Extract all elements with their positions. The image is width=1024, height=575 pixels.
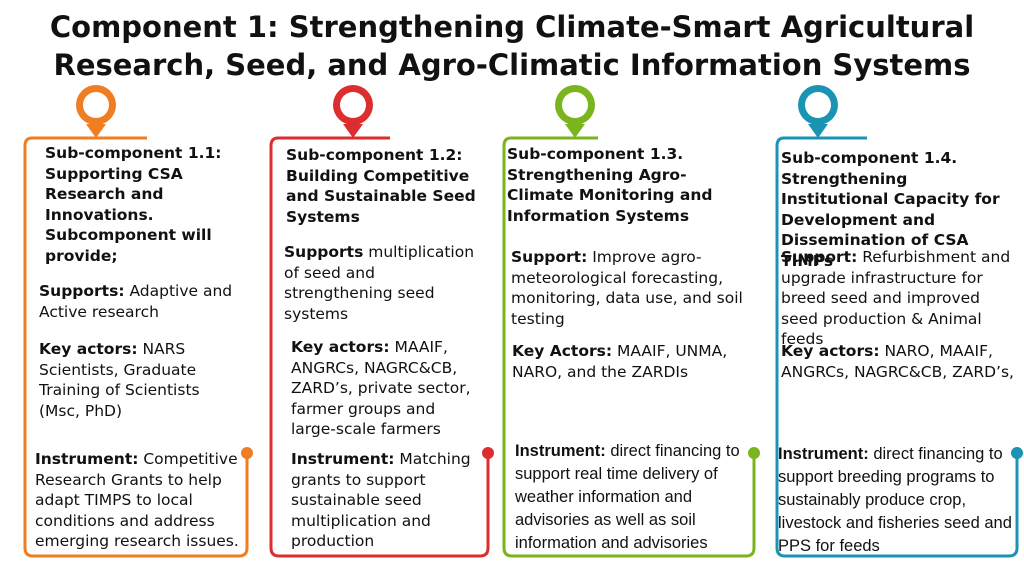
column-1-instrument: Instrument: Competitive Research Grants … xyxy=(35,449,242,552)
column-4-support-text: Refurbishment and upgrade infrastructure… xyxy=(781,248,1011,348)
column-2-actors-label: Key actors: xyxy=(291,338,390,356)
column-3-instrument-label: Instrument: xyxy=(515,442,606,460)
column-2-actors: Key actors: MAAIF, ANGRCs, NAGRC&CB, ZAR… xyxy=(291,337,477,440)
column-2-instrument-label: Instrument: xyxy=(291,450,395,468)
column-4-instrument-label: Instrument: xyxy=(778,445,869,463)
column-2-instrument-text: Matching grants to support sustainable s… xyxy=(291,450,471,550)
column-2-border xyxy=(269,136,490,558)
column-3-actors-text: MAAIF, UNMA, NARO, and the ZARDIs xyxy=(512,342,728,381)
column-2-support: Supports multiplication of seed and stre… xyxy=(284,242,482,324)
column-4-support-label: Support: xyxy=(781,248,858,266)
column-4-heading: Sub-component 1.4. Strengthening Institu… xyxy=(781,149,1000,270)
column-2-support-text: multiplication of seed and strengthening… xyxy=(284,243,475,323)
title-line-2: Research, Seed, and Agro-Climatic Inform… xyxy=(53,48,971,82)
column-1-support: Supports: Adaptive and Active research xyxy=(39,281,239,322)
column-1-actors: Key actors: NARS Scientists, Graduate Tr… xyxy=(39,339,239,421)
column-2-instrument: Instrument: Matching grants to support s… xyxy=(291,449,481,552)
column-3-pin-icon xyxy=(555,85,595,138)
column-3-actors: Key Actors: MAAIF, UNMA, NARO, and the Z… xyxy=(512,341,744,382)
column-3-actors-label: Key Actors: xyxy=(512,342,613,360)
column-1-instrument-text: Competitive Research Grants to help adap… xyxy=(35,450,239,550)
page-title: Component 1: Strengthening Climate-Smart… xyxy=(0,8,1024,84)
column-1-heading: Sub-component 1.1: Supporting CSA Resear… xyxy=(45,144,222,265)
column-2-support-label: Supports xyxy=(284,243,364,261)
column-2-heading: Sub-component 1.2: Building Competitive … xyxy=(286,146,476,226)
column-3-end-dot xyxy=(748,447,760,459)
column-4-actors: Key actors: NARO, MAAIF, ANGRCs, NAGRC&C… xyxy=(781,341,1017,382)
column-1-support-label: Supports: xyxy=(39,282,125,300)
column-4-end-dot xyxy=(1011,447,1023,459)
column-4-actors-text: NARO, MAAIF, ANGRCs, NAGRC&CB, ZARD’s, xyxy=(781,342,1014,381)
column-3-border xyxy=(502,136,756,558)
column-3-frame xyxy=(502,85,760,558)
column-1-end-dot xyxy=(241,447,253,459)
column-1-pin-icon xyxy=(76,85,116,138)
column-4-actors-label: Key actors: xyxy=(781,342,880,360)
column-2-end-dot xyxy=(482,447,494,459)
column-4-instrument: Instrument: direct financing to support … xyxy=(778,443,1014,558)
column-4-support: Support: Refurbishment and upgrade infra… xyxy=(781,247,1017,350)
title-line-1: Component 1: Strengthening Climate-Smart… xyxy=(49,10,975,44)
column-1-support-text: Adaptive and Active research xyxy=(39,282,233,321)
column-2-actors-text: MAAIF, ANGRCs, NAGRC&CB, ZARD’s, private… xyxy=(291,338,471,438)
column-1-actors-label: Key actors: xyxy=(39,340,138,358)
column-3-support-label: Support: xyxy=(511,248,588,266)
column-3-instrument: Instrument: direct financing to support … xyxy=(515,440,747,555)
column-3-support-text: Improve agro-meteorological forecasting,… xyxy=(511,248,743,328)
column-4-border xyxy=(775,136,1019,558)
column-1-instrument-label: Instrument: xyxy=(35,450,139,468)
column-4-frame xyxy=(775,85,1023,558)
column-3-support: Support: Improve agro-meteorological for… xyxy=(511,247,743,329)
column-3-instrument-text: direct financing to support real time de… xyxy=(515,442,740,552)
column-1-actors-text: NARS Scientists, Graduate Training of Sc… xyxy=(39,340,200,420)
column-2-pin-icon xyxy=(333,85,373,138)
column-2-frame xyxy=(269,85,494,558)
column-4-instrument-text: direct financing to support breeding pro… xyxy=(778,445,1012,555)
column-1-border xyxy=(23,136,249,558)
column-1-frame xyxy=(23,85,253,558)
column-4-pin-icon xyxy=(798,85,838,138)
column-3-heading: Sub-component 1.3. Strengthening Agro-Cl… xyxy=(507,145,713,225)
